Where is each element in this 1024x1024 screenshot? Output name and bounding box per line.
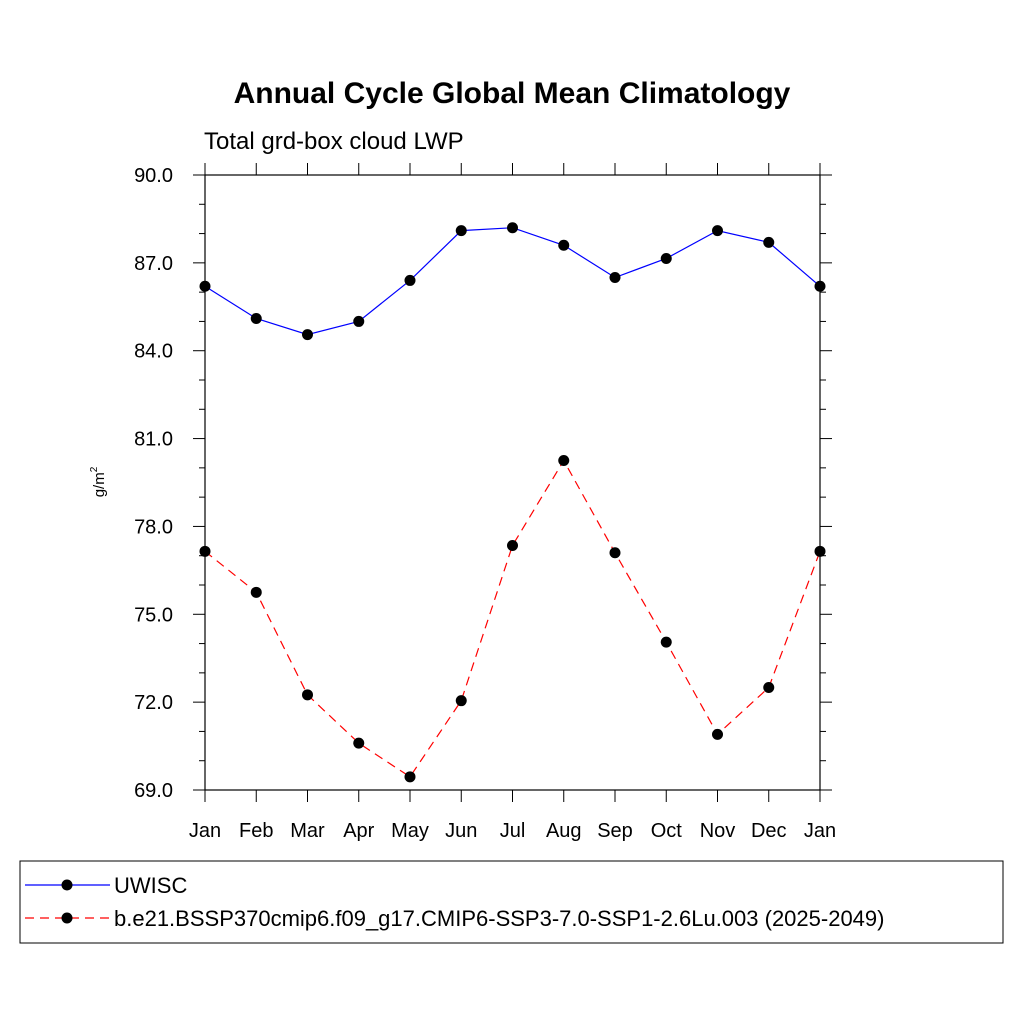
x-tick-label: Jun: [445, 820, 477, 842]
chart-title: Annual Cycle Global Mean Climatology: [234, 77, 791, 110]
x-tick-label: Jan: [189, 820, 221, 842]
legend-label-0: UWISC: [114, 873, 187, 898]
series-0-point: [455, 225, 467, 237]
series-0-point: [404, 274, 416, 286]
y-tick-label: 87.0: [134, 253, 173, 275]
x-tick-label: Jul: [500, 820, 526, 842]
y-tick-label: 69.0: [134, 780, 173, 802]
y-tick-label: 78.0: [134, 516, 173, 538]
axes: Jan Feb Mar Apr May Jun Jul Aug Sep Oct Nov Dec Jan 6…: [134, 163, 836, 842]
x-tick-label: Apr: [343, 820, 374, 842]
y-axis-label-unit: g/m: [91, 472, 108, 497]
legend-marker-0: [61, 879, 73, 891]
y-tick-label: 84.0: [134, 341, 173, 363]
series-1-point: [250, 586, 262, 598]
series-1-point: [763, 682, 775, 693]
series-0-point: [763, 236, 775, 248]
series-1-point: [404, 771, 416, 783]
x-tick-label: Nov: [700, 820, 736, 842]
x-tick-label: Sep: [597, 820, 633, 842]
series-1-point: [455, 695, 467, 707]
x-tick-label: May: [391, 820, 429, 842]
x-tick-label: Mar: [290, 820, 325, 842]
series-1-point: [353, 737, 365, 749]
series-1-point: [660, 636, 672, 648]
x-tick-label: Feb: [239, 820, 273, 842]
series-1-point: [609, 547, 621, 559]
x-tick-label: Jan: [804, 820, 836, 842]
y-axis-label-group: g/m2: [89, 466, 108, 497]
x-tick-label: Oct: [651, 820, 683, 842]
y-tick-label: 81.0: [134, 429, 173, 451]
legend-box: [19, 860, 1004, 944]
series-0-point: [302, 329, 313, 341]
y-tick-label: 90.0: [134, 165, 173, 187]
series-1-point: [199, 545, 211, 557]
legend: UWISC b.e21.BSSP370cmip6.f09_g17.CMIP6-SS…: [25, 873, 884, 931]
series-1-point: [558, 455, 570, 467]
y-tick-label: 75.0: [134, 604, 173, 626]
plot-frame: [204, 174, 821, 791]
series-line-0: [204, 227, 821, 336]
series-0-point: [250, 313, 262, 324]
series-0-point: [558, 239, 570, 251]
y-axis-label-superscript: 2: [89, 466, 100, 472]
series-0-point: [507, 222, 518, 234]
x-tick-label: Dec: [751, 820, 787, 842]
x-tick-label: Aug: [546, 820, 582, 842]
legend-label-1: b.e21.BSSP370cmip6.f09_g17.CMIP6-SSP3-7.…: [114, 906, 884, 931]
series-1-point: [302, 689, 313, 701]
series-1-point: [712, 728, 723, 740]
series-0-point: [712, 225, 723, 237]
series-0-point: [199, 280, 211, 292]
series-1-point: [507, 539, 518, 551]
y-axis-label: g/m2: [89, 466, 108, 497]
y-tick-label: 72.0: [134, 692, 173, 714]
series-layer: [199, 222, 826, 783]
series-1-point: [814, 545, 826, 557]
series-line-1: [204, 459, 821, 778]
series-0-point: [660, 252, 672, 264]
series-0-point: [353, 315, 365, 327]
legend-marker-1: [61, 912, 73, 924]
series-0-point: [609, 272, 621, 283]
chart-subtitle: Total grd-box cloud LWP: [204, 128, 464, 155]
series-0-point: [814, 280, 826, 292]
